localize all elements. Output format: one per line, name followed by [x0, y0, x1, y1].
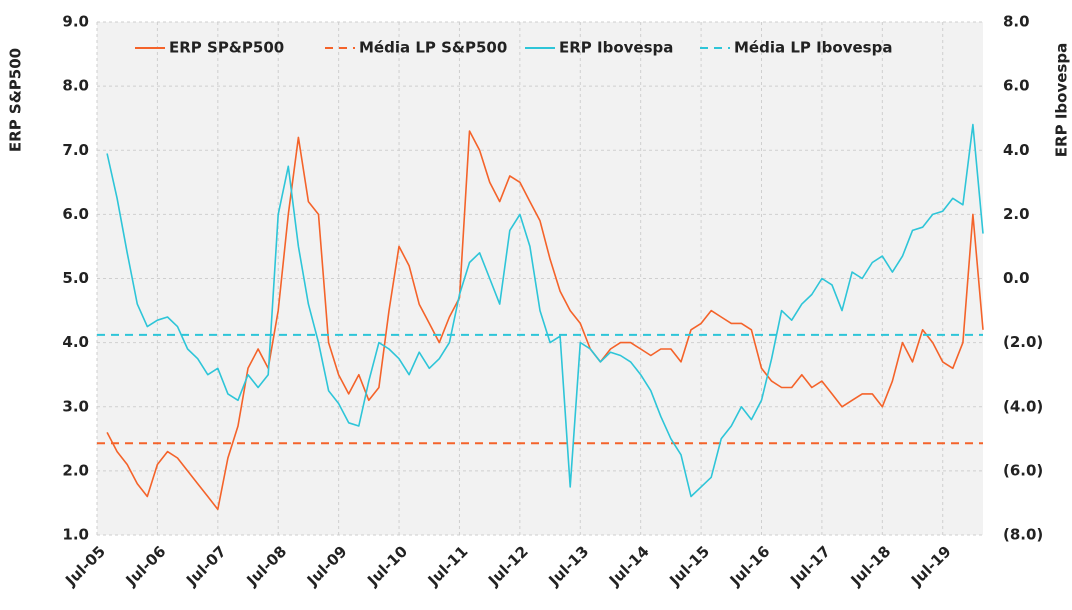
series-line	[106, 123, 984, 498]
y-axis-title: ERP S&P500	[7, 48, 25, 152]
x-tick-label: Jul-06	[122, 542, 170, 590]
x-tick-label: Jul-18	[847, 542, 895, 590]
x-tick-label: Jul-11	[424, 542, 472, 590]
x-tick-label: Jul-09	[303, 542, 351, 590]
series-line	[106, 130, 984, 511]
y-tick-label: 1.0	[62, 526, 89, 544]
y-tick-label: 2.0	[62, 461, 89, 479]
x-tick-label: Jul-12	[484, 542, 532, 590]
legend-label: ERP SP&P500	[169, 39, 284, 57]
y2-tick-label: 0.0	[1003, 269, 1030, 287]
y-tick-label: 5.0	[62, 269, 89, 287]
y2-tick-label: 4.0	[1003, 141, 1030, 159]
x-tick-label: Jul-05	[61, 542, 109, 590]
y2-tick-label: (8.0)	[1003, 526, 1043, 544]
y2-tick-label: 6.0	[1003, 77, 1030, 95]
x-tick-label: Jul-13	[545, 542, 593, 590]
x-tick-label: Jul-19	[907, 542, 955, 590]
y-tick-label: 6.0	[62, 205, 89, 223]
y-tick-label: 9.0	[62, 13, 89, 31]
y-tick-label: 4.0	[62, 333, 89, 351]
y-tick-label: 7.0	[62, 141, 89, 159]
x-tick-label: Jul-07	[182, 542, 230, 590]
legend-label: Média LP Ibovespa	[734, 39, 892, 57]
x-tick-label: Jul-17	[786, 542, 834, 590]
x-tick-label: Jul-10	[363, 542, 411, 590]
x-tick-label: Jul-16	[726, 542, 774, 590]
y-tick-label: 8.0	[62, 77, 89, 95]
x-tick-label: Jul-08	[242, 542, 290, 590]
y-tick-label: 3.0	[62, 397, 89, 415]
legend-label: Média LP S&P500	[359, 39, 507, 57]
y2-tick-label: 2.0	[1003, 205, 1030, 223]
y2-axis-title: ERP Ibovespa	[1053, 43, 1071, 157]
y2-tick-label: (6.0)	[1003, 461, 1043, 479]
legend-label: ERP Ibovespa	[559, 39, 673, 57]
y2-tick-label: (2.0)	[1003, 333, 1043, 351]
y2-tick-label: 8.0	[1003, 13, 1030, 31]
x-tick-label: Jul-14	[605, 542, 653, 590]
x-tick-label: Jul-15	[665, 542, 713, 590]
y2-tick-label: (4.0)	[1003, 397, 1043, 415]
